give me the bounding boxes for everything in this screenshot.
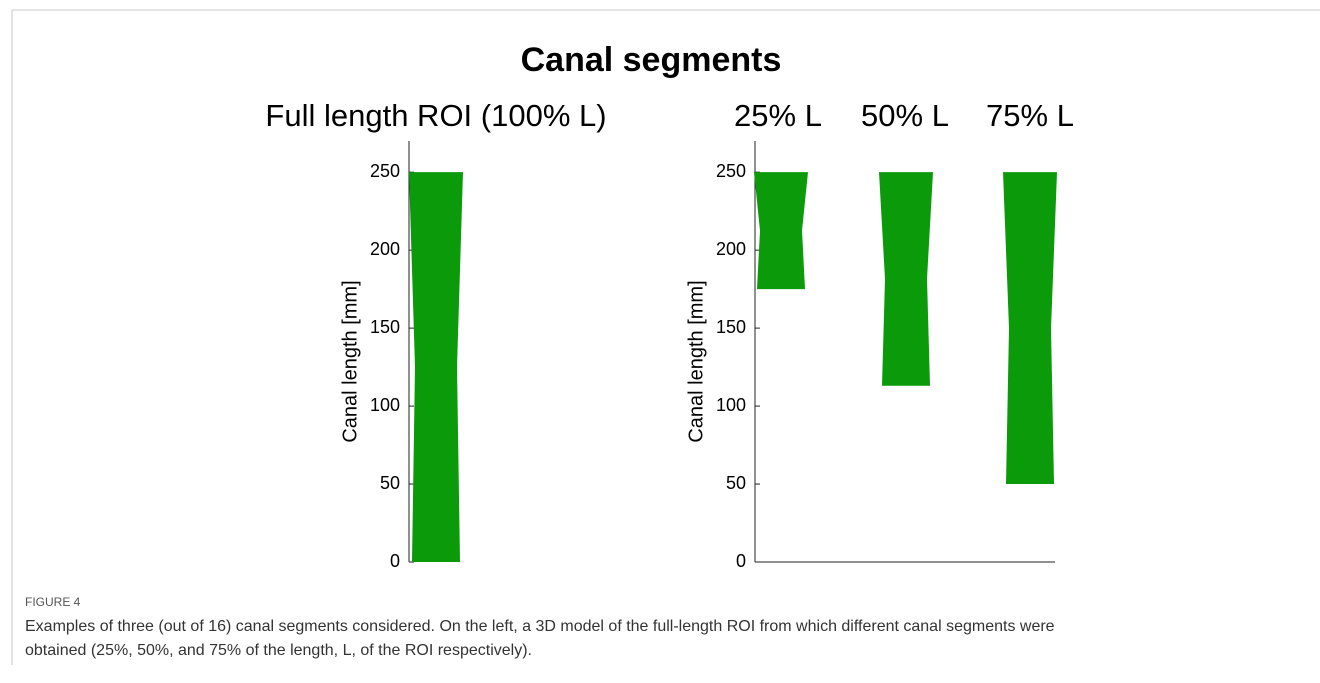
y-tick-label: 100 [370,395,400,415]
y-tick-label: 0 [736,551,746,571]
canal-segment [409,172,463,562]
caption-line: Examples of three (out of 16) canal segm… [25,618,1055,635]
y-tick-label: 100 [716,395,746,415]
canal-segment [879,172,933,386]
panel-subtitle: 25% L [734,98,822,133]
canal-segment [1003,172,1057,485]
y-tick-label: 150 [370,317,400,337]
y-tick-label: 0 [390,551,400,571]
y-tick-label: 150 [716,317,746,337]
y-tick-label: 50 [380,473,400,493]
caption-line: obtained (25%, 50%, and 75% of the lengt… [25,642,532,659]
y-tick-label: 200 [716,239,746,259]
figure-title: Canal segments [521,41,782,79]
y-tick-label: 50 [726,473,746,493]
y-tick-label: 250 [716,161,746,181]
y-axis-label: Canal length [mm] [685,280,707,442]
y-tick-label: 250 [370,161,400,181]
canal-segment [754,172,808,290]
y-tick-label: 200 [370,239,400,259]
panel-subtitle: Full length ROI (100% L) [265,98,606,133]
panel-subtitle: 75% L [986,98,1074,133]
caption-label: FIGURE 4 [25,595,81,609]
panel-subtitle: 50% L [861,98,949,133]
y-axis-label: Canal length [mm] [339,280,361,442]
